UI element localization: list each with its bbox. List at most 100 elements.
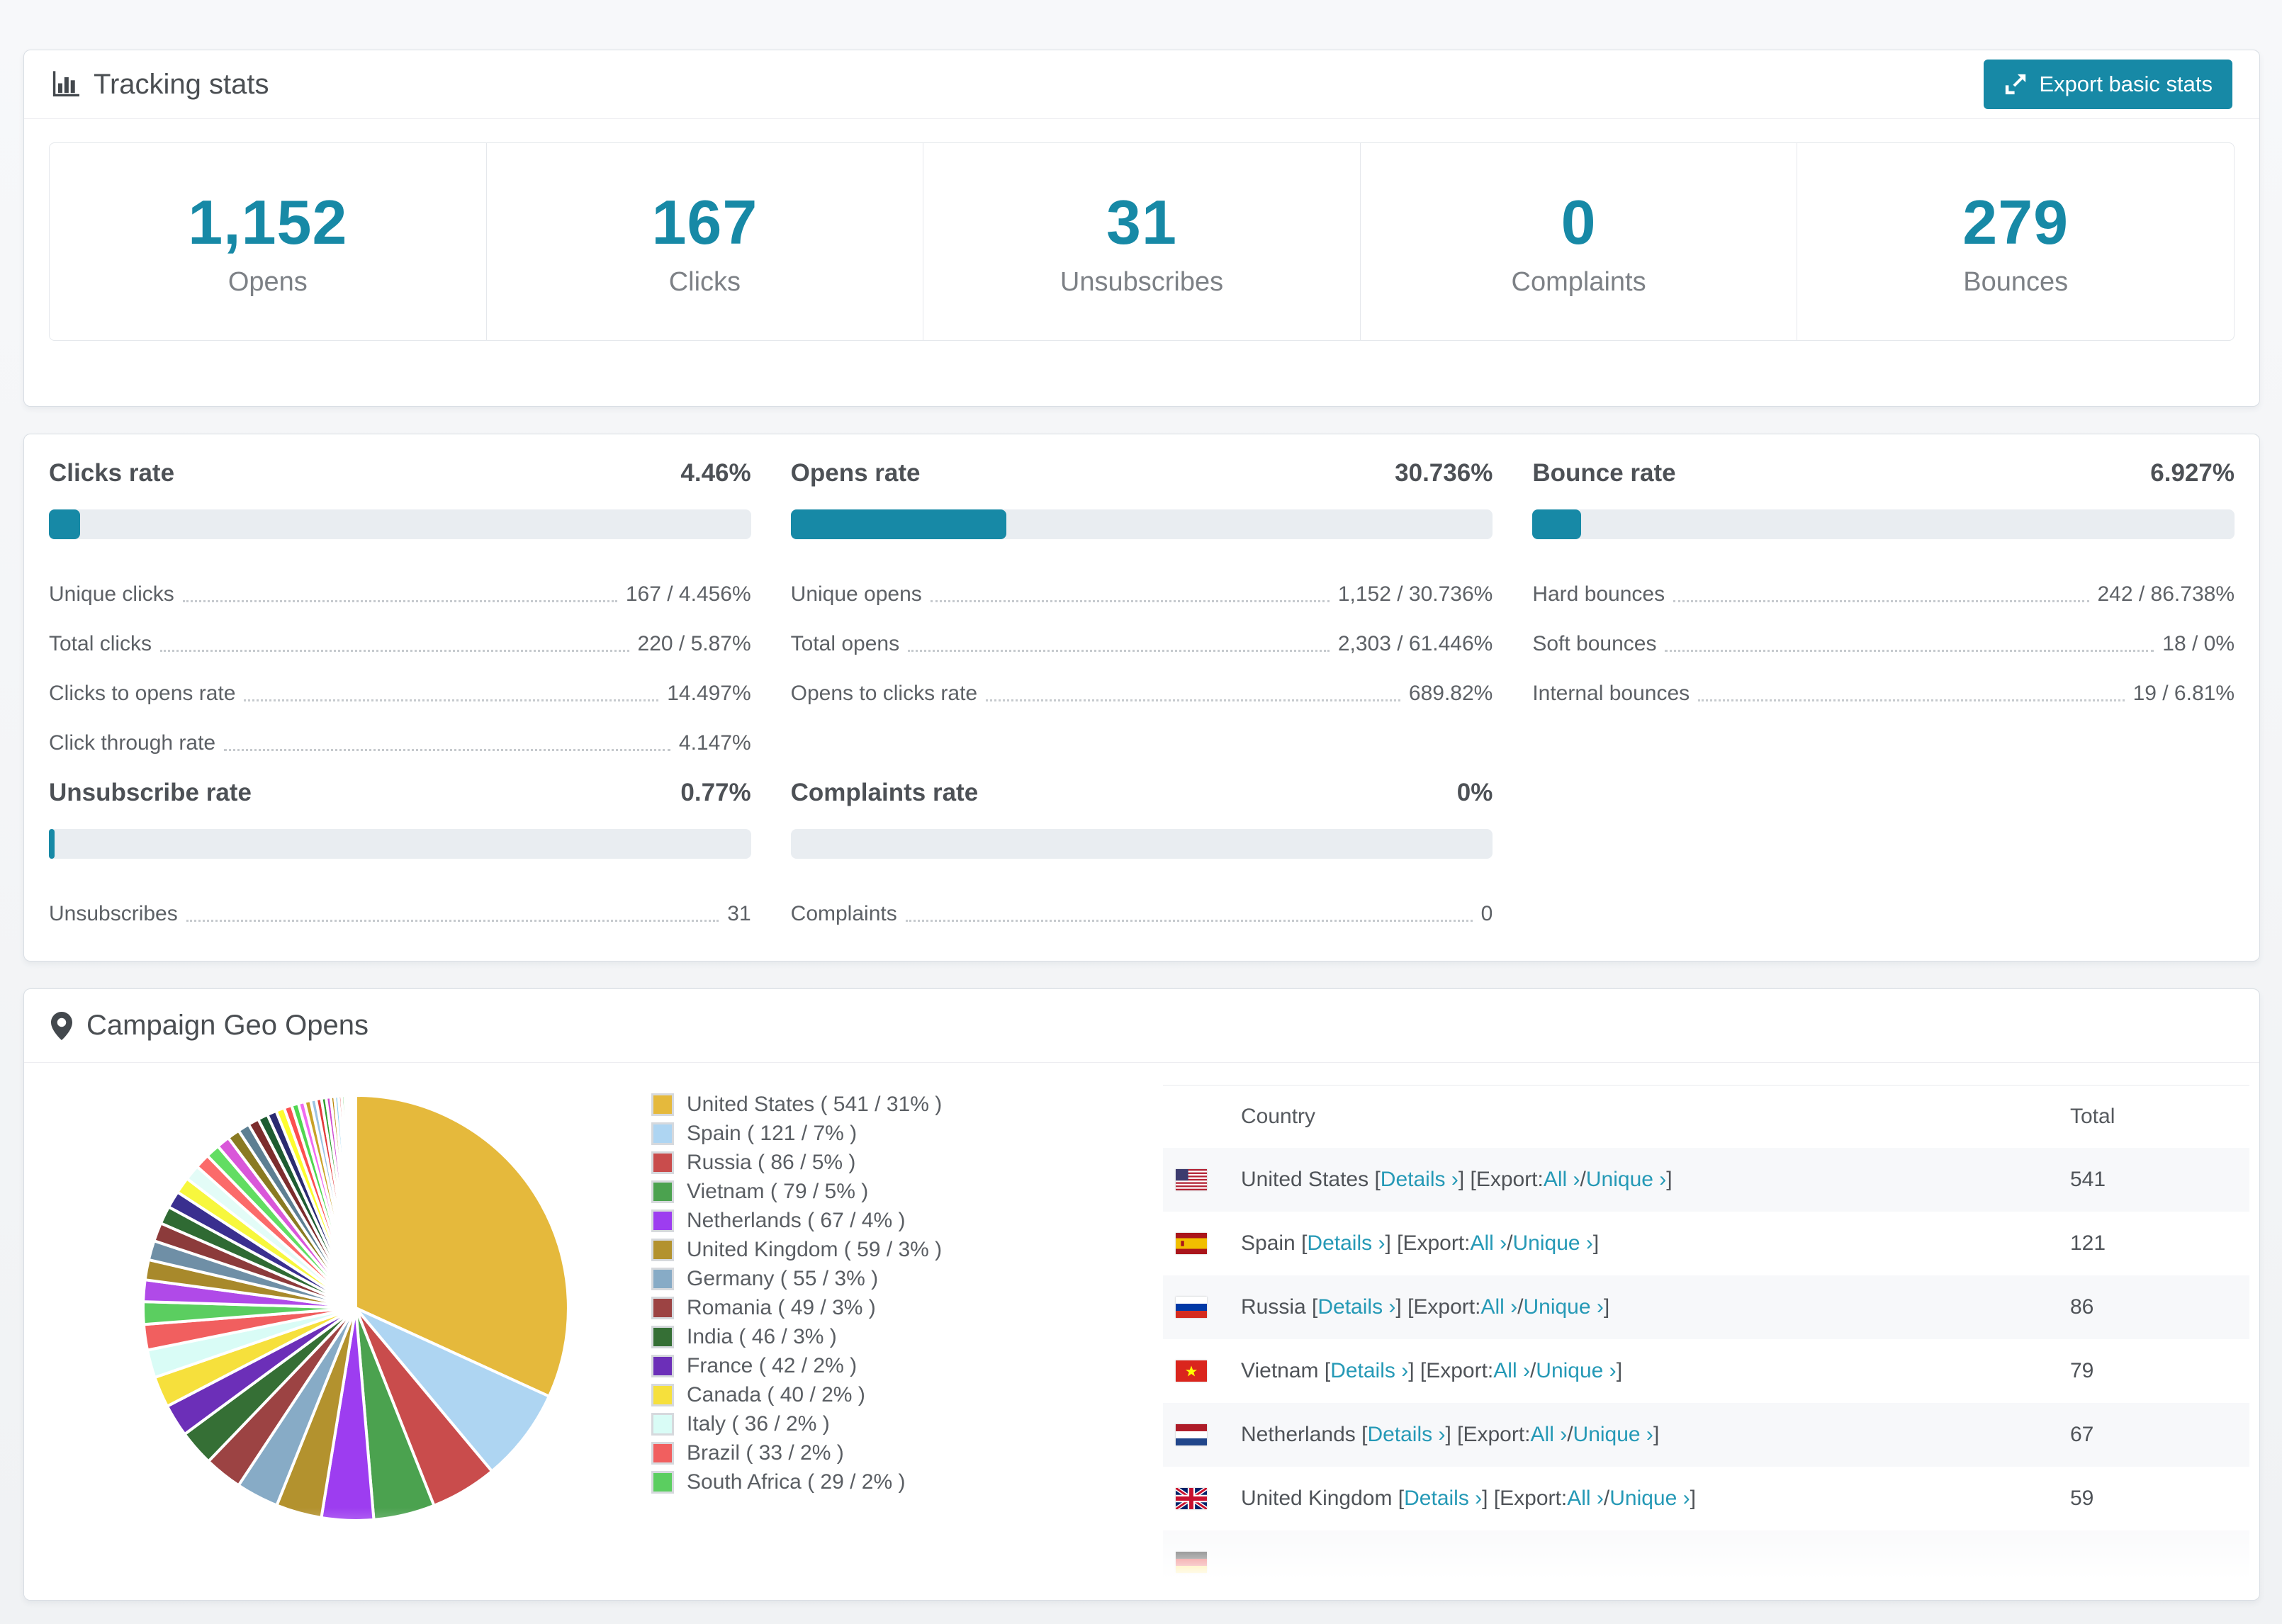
metric-row: Complaints 0	[791, 884, 1493, 934]
export-unique-link[interactable]: Unique ›	[1609, 1487, 1690, 1510]
flag-vn-icon	[1176, 1360, 1207, 1382]
export-all-link[interactable]: All ›	[1567, 1487, 1604, 1510]
rates-grid: Clicks rate 4.46% Unique clicks 167 / 4.456…	[49, 456, 2235, 934]
export-all-link[interactable]: All ›	[1530, 1423, 1568, 1446]
export-unique-link[interactable]: Unique ›	[1573, 1423, 1653, 1446]
flag-de-icon	[1176, 1552, 1207, 1573]
stat-cell-opens: 1,152 Opens	[50, 143, 487, 340]
metric-row: Hard bounces 242 / 86.738%	[1532, 565, 2235, 614]
export-all-link[interactable]: All ›	[1543, 1168, 1580, 1191]
metric-row: Unsubscribes 31	[49, 884, 751, 934]
legend-item-france: France ( 42 / 2% )	[651, 1351, 942, 1380]
table-row-vietnam: Vietnam [Details ›] [Export: All › / Uni…	[1163, 1339, 2249, 1403]
row-text: Russia [	[1241, 1295, 1318, 1319]
details-link[interactable]: Details ›	[1404, 1487, 1483, 1510]
progress-track	[790, 829, 1493, 859]
dotted-leader	[1665, 650, 2154, 652]
progress-fill	[790, 509, 1007, 539]
flag-gb-icon	[1176, 1488, 1207, 1509]
legend-label: Spain ( 121 / 7% )	[687, 1121, 858, 1145]
export-unique-link[interactable]: Unique ›	[1523, 1295, 1604, 1319]
legend-item-canada: Canada ( 40 / 2% )	[651, 1380, 942, 1409]
export-all-link[interactable]: All ›	[1480, 1295, 1518, 1319]
campaign-geo-opens-card: Campaign Geo Opens United States ( 541 /…	[23, 988, 2260, 1601]
legend-swatch	[651, 1267, 674, 1290]
rate-value: 0%	[1456, 779, 1493, 806]
country-cell: Spain [Details ›] [Export: All › / Uniqu…	[1163, 1231, 2070, 1256]
rate-block-opens-rate: Opens rate 30.736% Unique opens 1,152 / 30.…	[790, 456, 1493, 763]
row-text: /	[1517, 1295, 1524, 1319]
row-text: ]	[1690, 1487, 1696, 1510]
rate-title: Complaints rate	[790, 779, 979, 806]
country-cell: Vietnam [Details ›] [Export: All › / Uni…	[1163, 1359, 2070, 1383]
dotted-leader	[160, 650, 629, 652]
metric-row: Soft bounces 18 / 0%	[1532, 614, 2235, 664]
export-unique-link[interactable]: Unique ›	[1585, 1168, 1667, 1191]
table-row-united-states: United States [Details ›] [Export: All ›…	[1163, 1148, 2249, 1212]
rate-title: Bounce rate	[1532, 459, 1676, 487]
legend-swatch	[651, 1325, 674, 1348]
metric-label: Unsubscribes	[49, 902, 178, 925]
row-text: Netherlands [	[1241, 1423, 1368, 1446]
details-link[interactable]: Details ›	[1330, 1359, 1409, 1382]
metric-label: Internal bounces	[1532, 682, 1690, 705]
dotted-leader	[1698, 699, 2125, 701]
export-all-link[interactable]: All ›	[1493, 1359, 1530, 1382]
table-row-netherlands: Netherlands [Details ›] [Export: All › /…	[1163, 1403, 2249, 1467]
details-link[interactable]: Details ›	[1367, 1423, 1446, 1446]
stat-value: 31	[1106, 186, 1177, 257]
pie-slice	[353, 1093, 357, 1309]
export-unique-link[interactable]: Unique ›	[1536, 1359, 1617, 1382]
table-row-partial	[1163, 1530, 2249, 1594]
row-text: ] [Export:	[1445, 1423, 1531, 1446]
legend-item-south-africa: South Africa ( 29 / 2% )	[651, 1467, 942, 1496]
legend-swatch	[651, 1122, 674, 1145]
metric-value: 19 / 6.81%	[2132, 682, 2235, 705]
stat-cell-complaints: 0 Complaints	[1361, 143, 1798, 340]
export-all-link[interactable]: All ›	[1470, 1231, 1507, 1255]
metric-label: Complaints	[790, 902, 897, 925]
rate-value: 6.927%	[2150, 459, 2235, 487]
legend-item-united-kingdom: United Kingdom ( 59 / 3% )	[651, 1235, 942, 1264]
rate-block-unsubscribe-rate: Unsubscribe rate 0.77% Unsubscribes 31	[49, 775, 751, 934]
total-cell: 541	[2070, 1168, 2106, 1191]
row-text: /	[1507, 1231, 1513, 1255]
details-link[interactable]: Details ›	[1317, 1295, 1396, 1319]
legend-label: France ( 42 / 2% )	[687, 1353, 858, 1377]
row-text: ] [Export:	[1458, 1168, 1544, 1191]
legend-label: Germany ( 55 / 3% )	[687, 1266, 879, 1290]
progress-fill	[49, 509, 81, 539]
legend-item-brazil: Brazil ( 33 / 2% )	[651, 1438, 942, 1467]
details-link[interactable]: Details ›	[1380, 1168, 1458, 1191]
metric-value: 1,152 / 30.736%	[1337, 582, 1493, 606]
metric-row: Total opens 2,303 / 61.446%	[791, 614, 1493, 664]
metric-label: Total clicks	[49, 632, 152, 655]
legend-label: Netherlands ( 67 / 4% )	[687, 1208, 906, 1232]
export-basic-stats-button[interactable]: Export basic stats	[1984, 60, 2232, 109]
row-text: ] [Export:	[1395, 1295, 1481, 1319]
legend-label: Italy ( 36 / 2% )	[687, 1411, 830, 1436]
legend-label: Canada ( 40 / 2% )	[687, 1382, 865, 1406]
total-cell: 121	[2070, 1231, 2106, 1255]
metric-label: Opens to clicks rate	[790, 682, 978, 705]
dotted-leader	[244, 699, 659, 701]
details-link[interactable]: Details ›	[1307, 1231, 1386, 1255]
pie-slice	[354, 1093, 570, 1399]
rates-card: Clicks rate 4.46% Unique clicks 167 / 4.456…	[23, 434, 2260, 962]
legend-item-netherlands: Netherlands ( 67 / 4% )	[651, 1206, 942, 1235]
stat-label: Clicks	[668, 266, 741, 297]
progress-fill	[1532, 509, 1581, 539]
legend-swatch	[651, 1441, 674, 1465]
row-text: /	[1603, 1487, 1610, 1510]
export-unique-link[interactable]: Unique ›	[1512, 1231, 1593, 1255]
metric-label: Hard bounces	[1532, 582, 1665, 606]
total-cell: 86	[2070, 1295, 2094, 1319]
legend-item-united-states: United States ( 541 / 31% )	[651, 1090, 942, 1119]
row-text: ]	[1592, 1231, 1600, 1255]
legend-swatch	[651, 1296, 674, 1319]
legend-swatch	[651, 1383, 674, 1406]
metric-row: Internal bounces 19 / 6.81%	[1532, 664, 2235, 714]
geo-pie-wrap	[129, 1081, 583, 1535]
row-text: ]	[1616, 1359, 1623, 1382]
dotted-leader	[1673, 600, 2089, 602]
